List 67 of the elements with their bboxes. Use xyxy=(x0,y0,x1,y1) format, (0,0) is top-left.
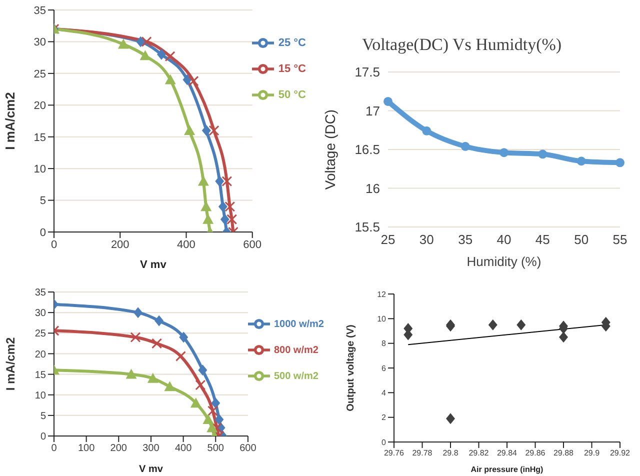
y-tick-label: 30 xyxy=(34,36,46,49)
y-tick-label: 0 xyxy=(40,432,46,443)
y-tick-label: 20 xyxy=(34,100,46,112)
y-tick-label: 15 xyxy=(34,370,46,381)
x-tick-label: 45 xyxy=(535,232,550,248)
x-tick-label: 500 xyxy=(207,443,224,454)
y-axis-title: I mA/cm2 xyxy=(3,337,18,391)
y-axis-title: Output voltage (V) xyxy=(346,324,357,412)
x-tick-label: 30 xyxy=(419,232,434,248)
x-axis-title: Air pressure (inHg) xyxy=(470,465,544,474)
y-tick-label: 25 xyxy=(34,328,46,340)
y-tick-label: 12 xyxy=(377,290,387,299)
legend-label: 15 °C xyxy=(278,63,306,75)
x-axis-title: V mv xyxy=(139,464,164,475)
x-tick-label: 29.84 xyxy=(496,448,518,458)
legend-label: 50 °C xyxy=(278,89,306,101)
y-tick-label: 10 xyxy=(34,390,46,402)
x-tick-label: 29.92 xyxy=(610,448,631,458)
y-tick-label: 17.5 xyxy=(354,64,380,80)
x-tick-label: 200 xyxy=(110,443,128,454)
x-tick-label: 29.8 xyxy=(442,448,459,458)
legend-label: 800 w/m2 xyxy=(274,345,318,356)
legend-label: 1000 w/m2 xyxy=(274,319,324,330)
y-tick-label: 2 xyxy=(382,413,387,422)
x-tick-label: 29.88 xyxy=(553,448,574,458)
x-tick-label: 55 xyxy=(612,232,628,248)
y-tick-label: 10 xyxy=(34,163,46,176)
x-tick-label: 200 xyxy=(110,238,130,251)
x-axis-title: V mv xyxy=(140,259,168,271)
legend-label: 500 w/m2 xyxy=(274,371,318,382)
y-tick-label: 35 xyxy=(34,288,46,299)
y-tick-label: 4 xyxy=(382,388,387,398)
x-axis-title: Humidity (%) xyxy=(466,254,542,269)
x-tick-label: 35 xyxy=(458,232,473,248)
x-tick-label: 29.82 xyxy=(468,448,490,458)
x-tick-label: 400 xyxy=(174,443,192,454)
x-tick-label: 40 xyxy=(496,232,512,248)
y-tick-label: 16.5 xyxy=(354,142,380,158)
x-tick-label: 400 xyxy=(177,238,196,251)
legend-label: 25 °C xyxy=(278,37,306,49)
y-tick-label: 10 xyxy=(377,314,387,324)
y-tick-label: 16 xyxy=(366,180,380,196)
y-tick-label: 15.5 xyxy=(354,220,380,235)
y-tick-label: 17 xyxy=(366,103,380,118)
y-tick-label: 5 xyxy=(40,410,46,422)
y-tick-label: 25 xyxy=(34,68,46,80)
y-tick-label: 20 xyxy=(34,349,46,360)
y-tick-label: 15 xyxy=(34,132,46,144)
x-tick-label: 29.9 xyxy=(584,448,600,458)
y-tick-label: 5 xyxy=(40,195,46,208)
y-axis-title: Voltage (DC) xyxy=(322,109,338,190)
x-tick-label: 600 xyxy=(243,238,262,251)
x-tick-label: 300 xyxy=(142,443,160,454)
x-tick-label: 600 xyxy=(240,443,257,454)
y-tick-label: 30 xyxy=(34,308,46,320)
y-tick-label: 6 xyxy=(382,364,387,373)
y-axis-title: I mA/cm2 xyxy=(2,92,18,150)
y-tick-label: 35 xyxy=(34,4,46,17)
chart-title: Voltage(DC) Vs Humidty(%) xyxy=(361,34,563,56)
x-tick-label: 29.76 xyxy=(384,448,405,458)
y-tick-label: 8 xyxy=(382,339,387,348)
x-tick-label: 0 xyxy=(51,443,58,454)
x-tick-label: 50 xyxy=(574,232,589,248)
x-tick-label: 0 xyxy=(50,238,58,251)
x-tick-label: 100 xyxy=(78,443,96,454)
x-tick-label: 29.78 xyxy=(412,448,433,458)
x-tick-label: 29.86 xyxy=(525,448,546,458)
